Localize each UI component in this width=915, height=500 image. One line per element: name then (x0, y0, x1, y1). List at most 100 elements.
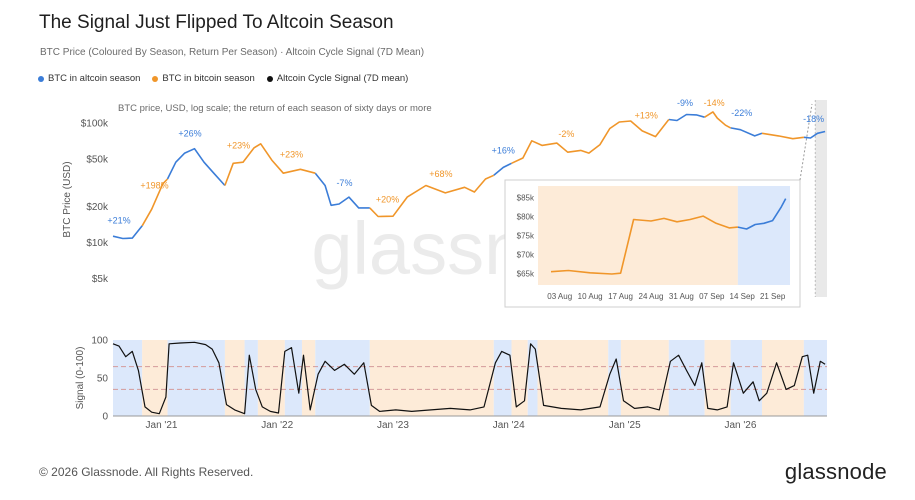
chart-annotation: BTC price, USD, log scale; the return of… (118, 103, 432, 114)
signal-season-band (369, 340, 494, 416)
signal-season-band (527, 340, 538, 416)
y-tick-label: $50k (86, 155, 109, 166)
page-title: The Signal Just Flipped To Altcoin Seaso… (39, 12, 394, 33)
chart-subtitle: BTC Price (Coloured By Season, Return Pe… (40, 47, 425, 58)
price-line-bitcoin-segment (224, 143, 316, 186)
season-return-label: -14% (704, 98, 725, 108)
season-return-label: +16% (492, 145, 515, 155)
legend-item-signal[interactable]: Altcoin Cycle Signal (7D mean) (266, 73, 409, 84)
legend-label-signal: Altcoin Cycle Signal (7D mean) (276, 73, 409, 84)
season-return-label: +20% (376, 194, 399, 204)
chart-legend: BTC in altcoin season BTC in bitcoin sea… (38, 73, 408, 84)
signal-x-tick-label: Jan '25 (609, 420, 641, 431)
inset-chart: $65k $70k $75k $80k $85k 03 Aug 10 Aug 17 Aug 24… (504, 103, 813, 308)
current-period-shading (815, 100, 827, 297)
season-return-label: +23% (227, 141, 250, 151)
season-return-label: +26% (178, 129, 201, 139)
price-line-altcoin-segment (493, 162, 512, 176)
signal-x-tick-label: Jan '21 (146, 420, 178, 431)
signal-chart: 0 50 100 Signal (0-100) Jan '21 Jan '22 Jan '2… (75, 336, 827, 431)
season-return-label: +68% (429, 169, 452, 179)
season-return-label: -7% (336, 178, 352, 188)
y-tick-label: $5k (92, 274, 109, 285)
inset-y-tick-label: $80k (517, 212, 535, 221)
signal-season-band (315, 340, 370, 416)
brand-logo[interactable]: glassnode (784, 459, 887, 484)
inset-x-tick-label: 21 Sep (760, 292, 786, 301)
legend-label-bitcoin: BTC in bitcoin season (162, 73, 255, 84)
inset-x-tick-label: 14 Sep (730, 292, 756, 301)
legend-item-altcoin[interactable]: BTC in altcoin season (38, 73, 140, 84)
legend-item-bitcoin[interactable]: BTC in bitcoin season (152, 73, 255, 84)
season-return-label: +13% (635, 111, 658, 121)
signal-season-band (284, 340, 302, 416)
season-return-label: +23% (280, 149, 303, 159)
signal-season-band (167, 340, 225, 416)
copyright-footer: © 2026 Glassnode. All Rights Reserved. (39, 465, 254, 479)
inset-x-tick-label: 07 Sep (699, 292, 725, 301)
signal-season-band (608, 340, 621, 416)
season-return-label: -2% (558, 129, 574, 139)
inset-y-tick-label: $70k (517, 251, 535, 260)
signal-season-band (113, 340, 143, 416)
price-line-altcoin-segment (803, 130, 826, 139)
signal-season-band (244, 340, 258, 416)
signal-season-band (762, 340, 804, 416)
signal-season-band (537, 340, 609, 416)
signal-y-tick-label: 100 (91, 336, 108, 347)
inset-x-tick-label: 03 Aug (547, 292, 572, 301)
inset-connector (799, 103, 813, 181)
signal-season-band (142, 340, 168, 416)
inset-altcoin-season-band (737, 186, 790, 285)
price-line-bitcoin-segment (704, 111, 731, 129)
y-tick-label: $20k (86, 202, 109, 213)
season-return-label: +21% (107, 216, 130, 226)
price-line-bitcoin-segment (511, 119, 670, 165)
price-line-altcoin-segment (730, 127, 763, 137)
signal-season-band (257, 340, 285, 416)
price-chart: BTC price, USD, log scale; the return of… (62, 98, 827, 297)
legend-swatch-bitcoin (152, 75, 159, 82)
inset-x-tick-label: 24 Aug (639, 292, 664, 301)
signal-season-band (668, 340, 705, 416)
signal-season-band (704, 340, 731, 416)
inset-y-tick-label: $85k (517, 193, 535, 202)
signal-x-tick-label: Jan '22 (261, 420, 293, 431)
y-axis-label-signal: Signal (0-100) (75, 347, 86, 410)
signal-season-band (730, 340, 763, 416)
inset-y-tick-label: $75k (517, 232, 535, 241)
y-tick-label: $100k (81, 119, 109, 130)
y-tick-label: $10k (86, 238, 109, 249)
inset-line-bitcoin (550, 215, 738, 275)
signal-season-band (803, 340, 827, 416)
signal-season-band (301, 340, 316, 416)
price-line-bitcoin-segment (369, 174, 495, 218)
y-axis-label-price: BTC Price (USD) (62, 161, 73, 237)
inset-bitcoin-season-band (538, 186, 738, 285)
signal-y-tick-label: 0 (102, 412, 108, 423)
season-return-label: +198% (140, 181, 168, 191)
price-line-bitcoin-segment (761, 132, 805, 140)
signal-season-band (493, 340, 512, 416)
price-line-altcoin-segment (668, 113, 705, 122)
inset-line-altcoin (737, 198, 787, 230)
signal-y-tick-label: 50 (97, 374, 109, 385)
season-return-label: -18% (803, 114, 824, 124)
season-return-label: -9% (677, 98, 693, 108)
signal-x-tick-label: Jan '24 (493, 420, 525, 431)
inset-y-tick-label: $65k (517, 270, 535, 279)
price-line-bitcoin-segment (141, 178, 169, 227)
signal-line (112, 341, 826, 415)
price-line-altcoin-segment (314, 172, 370, 209)
inset-x-tick-label: 10 Aug (578, 292, 603, 301)
price-line-altcoin-segment (166, 147, 226, 187)
signal-x-tick-label: Jan '26 (724, 420, 756, 431)
signal-x-tick-label: Jan '23 (377, 420, 409, 431)
signal-season-band (224, 340, 245, 416)
legend-swatch-altcoin (38, 75, 44, 82)
inset-x-tick-label: 31 Aug (669, 292, 694, 301)
legend-label-altcoin: BTC in altcoin season (48, 73, 141, 84)
price-line-altcoin-segment (112, 225, 143, 240)
legend-swatch-signal (266, 75, 273, 82)
